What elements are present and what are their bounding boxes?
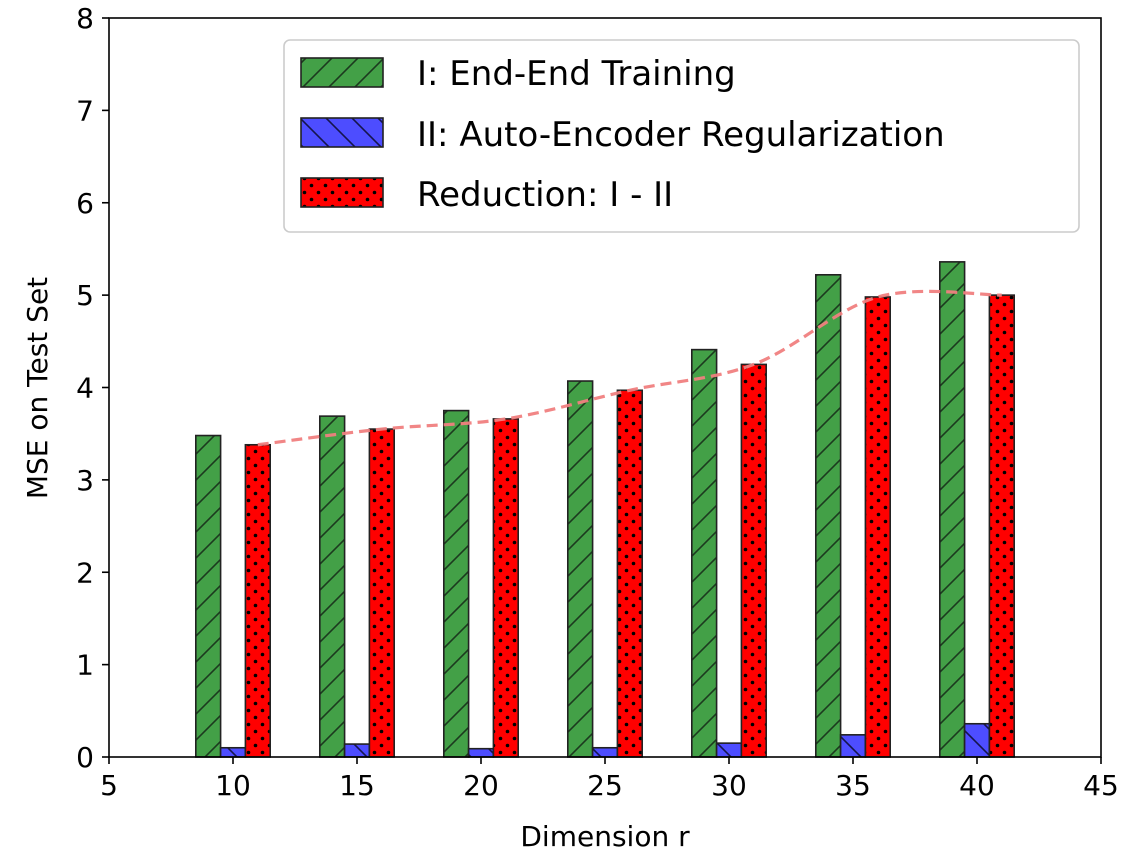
legend: I: End-End Training II: Auto-Encoder Reg… bbox=[283, 39, 1080, 233]
bar-end-end-40 bbox=[938, 261, 966, 758]
bar-end-end-10 bbox=[195, 434, 222, 758]
bar-reduction-40 bbox=[988, 294, 1016, 758]
bar-autoencoder-25 bbox=[591, 746, 619, 758]
bar-end-end-35 bbox=[814, 273, 842, 758]
legend-swatch-end-end bbox=[300, 57, 384, 88]
legend-item-end-end: I: End-End Training bbox=[300, 54, 736, 94]
bar-end-end-25 bbox=[566, 380, 594, 758]
bar-autoencoder-40 bbox=[963, 722, 991, 758]
bar-autoencoder-35 bbox=[839, 734, 867, 758]
bar-end-end-30 bbox=[690, 348, 718, 758]
legend-label-end-end: I: End-End Training bbox=[417, 54, 736, 94]
x-tick-label-25: 25 bbox=[587, 769, 623, 802]
legend-label-autoencoder: II: Auto-Encoder Regularization bbox=[417, 115, 945, 155]
bar-reduction-35 bbox=[864, 296, 892, 758]
y-axis-label: MSE on Test Set bbox=[21, 277, 54, 499]
legend-label-reduction: Reduction: I - II bbox=[417, 175, 673, 215]
x-tick-label-15: 15 bbox=[339, 769, 375, 802]
bar-autoencoder-15 bbox=[343, 743, 371, 758]
x-tick-label-20: 20 bbox=[463, 769, 499, 802]
x-tick-label-30: 30 bbox=[711, 769, 747, 802]
legend-frame bbox=[283, 39, 1080, 233]
y-tick-label-7: 7 bbox=[76, 94, 94, 127]
bar-autoencoder-30 bbox=[715, 742, 743, 758]
y-tick-label-2: 2 bbox=[76, 556, 94, 589]
y-tick-label-6: 6 bbox=[76, 187, 94, 220]
x-axis: 5 10 15 20 25 30 35 40 45 bbox=[100, 757, 1119, 802]
bar-reduction-25 bbox=[616, 389, 644, 758]
bar-reduction-10 bbox=[244, 443, 271, 758]
bar-end-end-15 bbox=[318, 415, 346, 758]
bar-autoencoder-10 bbox=[219, 746, 247, 758]
x-tick-label-5: 5 bbox=[100, 769, 118, 802]
x-tick-label-40: 40 bbox=[959, 769, 995, 802]
bar-reduction-15 bbox=[368, 428, 395, 758]
x-tick-label-35: 35 bbox=[835, 769, 871, 802]
legend-swatch-reduction bbox=[300, 177, 384, 208]
legend-item-autoencoder: II: Auto-Encoder Regularization bbox=[300, 115, 945, 155]
y-tick-label-8: 8 bbox=[76, 2, 94, 35]
legend-item-reduction: Reduction: I - II bbox=[300, 175, 673, 215]
y-tick-label-0: 0 bbox=[76, 741, 94, 774]
y-tick-label-5: 5 bbox=[76, 279, 94, 312]
bar-end-end-20 bbox=[442, 409, 470, 758]
y-axis: 0 1 2 3 4 5 6 7 8 bbox=[76, 2, 109, 774]
reduction-trend-line bbox=[257, 289, 1002, 447]
legend-swatch-autoencoder bbox=[300, 117, 384, 148]
trend-layer bbox=[257, 289, 1002, 447]
bars-layer bbox=[195, 261, 1016, 758]
y-tick-label-4: 4 bbox=[76, 372, 94, 405]
x-tick-label-45: 45 bbox=[1083, 769, 1119, 802]
bar-reduction-30 bbox=[740, 363, 768, 758]
x-axis-label: Dimension r bbox=[520, 820, 690, 853]
y-tick-label-1: 1 bbox=[76, 649, 94, 682]
bar-autoencoder-20 bbox=[467, 747, 495, 758]
x-tick-label-10: 10 bbox=[215, 769, 251, 802]
y-tick-label-3: 3 bbox=[76, 464, 94, 497]
bar-reduction-20 bbox=[492, 418, 519, 758]
